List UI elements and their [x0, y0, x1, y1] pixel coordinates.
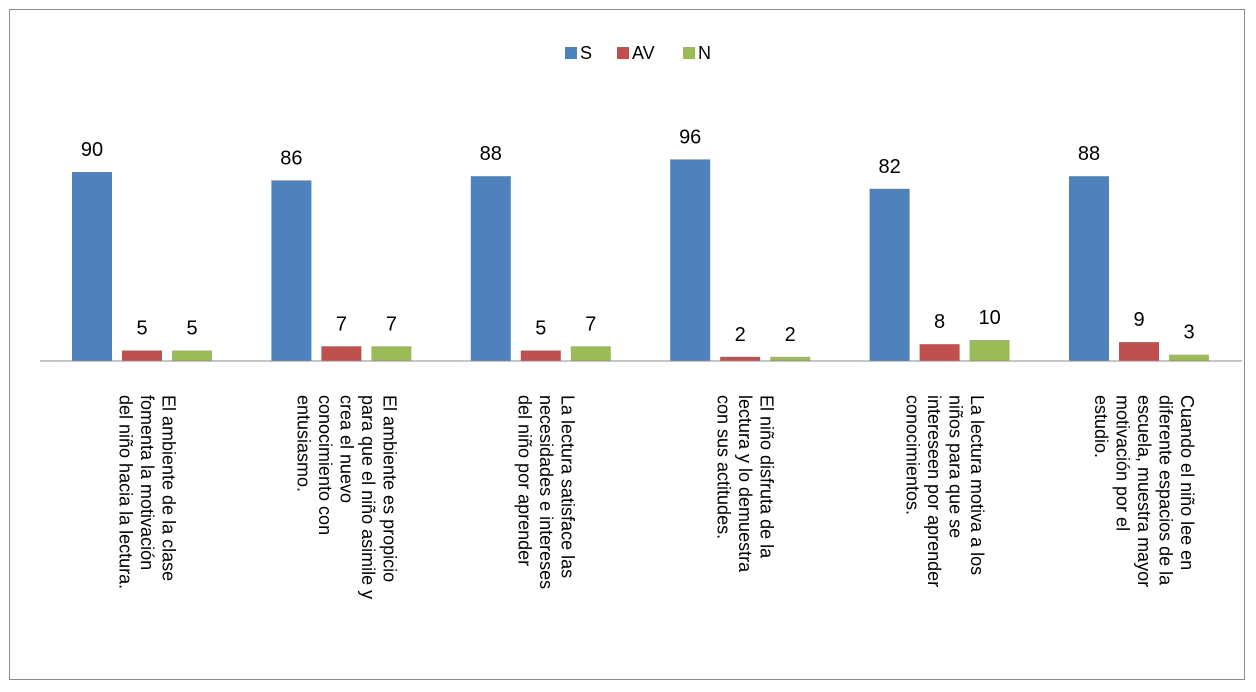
value-label-av-2: 7 — [336, 313, 347, 335]
category-label-line: del niño hacia la lectura. — [116, 395, 136, 589]
value-label-av-3: 5 — [535, 318, 546, 340]
category-label-line: estudio. — [1091, 395, 1111, 458]
category-label-line: conocimientos. — [902, 395, 922, 515]
value-label-n-1: 5 — [186, 318, 197, 340]
bar-n-1 — [172, 350, 212, 361]
bar-av-1 — [122, 350, 162, 361]
category-label-line: fomenta la motivación — [137, 395, 157, 570]
bar-s-3 — [470, 176, 511, 361]
category-label-line: La lectura motiva a los — [967, 395, 987, 575]
value-label-s-6: 88 — [1078, 143, 1100, 165]
category-label-line: El ambiente de la clase — [159, 395, 179, 581]
category-label-line: necesidades e intereses — [536, 395, 556, 589]
bar-av-6 — [1119, 342, 1159, 361]
value-label-s-2: 86 — [280, 147, 302, 169]
chart-frame: S AV N 90 86 88 96 82 88 5 7 5 2 8 9 5 7 7 2 10 3 El ambien… — [9, 9, 1245, 680]
legend-swatch-av — [617, 47, 629, 59]
category-label-line: crea el nuevo — [336, 395, 356, 503]
legend-label-n: N — [698, 43, 711, 63]
value-label-n-2: 7 — [386, 313, 397, 335]
legend-label-av: AV — [632, 43, 655, 63]
category-label-line: motivación por el — [1113, 395, 1133, 531]
legend-swatch-s — [565, 47, 577, 59]
category-label-line: escuela, muestra mayor — [1134, 395, 1154, 587]
bar-s-5 — [869, 188, 910, 361]
bar-chart: S AV N 90 86 88 96 82 88 5 7 5 2 8 9 5 7 7 2 10 3 El ambien… — [40, 43, 1242, 599]
bar-s-2 — [271, 180, 312, 361]
bar-n-4 — [770, 356, 811, 361]
value-label-av-5: 8 — [934, 311, 945, 333]
value-label-s-3: 88 — [480, 143, 502, 165]
category-label-line: El niño disfruta de la — [757, 395, 777, 559]
value-label-av-6: 9 — [1133, 309, 1144, 331]
value-label-av-4: 2 — [735, 324, 746, 346]
category-label-line: niños para que se — [945, 395, 965, 538]
bar-n-5 — [969, 340, 1010, 361]
category-label-line: entusiasmo. — [293, 395, 313, 492]
legend-swatch-n — [683, 47, 695, 59]
category-label-line: para que el niño asimile y — [358, 395, 378, 599]
value-label-n-3: 7 — [585, 313, 596, 335]
bar-av-2 — [321, 346, 362, 361]
bar-av-4 — [720, 356, 761, 361]
value-label-n-5: 10 — [978, 307, 1000, 329]
bar-n-3 — [570, 346, 611, 361]
value-label-n-4: 2 — [785, 324, 796, 346]
legend-label-s: S — [580, 43, 592, 63]
category-label-line: con sus actitudes. — [714, 395, 734, 539]
category-label-line: Cuando el niño lee en — [1177, 395, 1197, 570]
bar-s-1 — [72, 172, 112, 361]
category-label-line: El ambiente es propicio — [379, 395, 399, 582]
category-label-line: La lectura satisface las — [557, 395, 577, 578]
value-labels: 90 86 88 96 82 88 5 7 5 2 8 9 5 7 7 2 10 3 — [81, 126, 1195, 345]
bar-n-6 — [1169, 354, 1209, 361]
value-label-s-5: 82 — [878, 156, 900, 178]
value-label-s-1: 90 — [81, 139, 103, 161]
bar-av-5 — [919, 344, 960, 361]
category-label-line: conocimiento con — [315, 395, 335, 535]
value-label-n-6: 3 — [1183, 322, 1194, 344]
bars — [72, 159, 1209, 361]
category-label-line: lectura y lo demuestra — [735, 395, 755, 573]
category-label-line: del niño por aprender — [514, 395, 534, 566]
bar-s-4 — [670, 159, 711, 361]
bar-n-2 — [371, 346, 412, 361]
category-label-line: diferente espacios de la — [1156, 395, 1176, 586]
category-label-line: intereseen por aprender — [924, 395, 944, 587]
legend: S AV N — [565, 43, 711, 63]
bar-av-3 — [520, 350, 561, 361]
value-label-s-4: 96 — [679, 126, 701, 148]
bar-s-6 — [1069, 176, 1109, 361]
value-label-av-1: 5 — [136, 318, 147, 340]
